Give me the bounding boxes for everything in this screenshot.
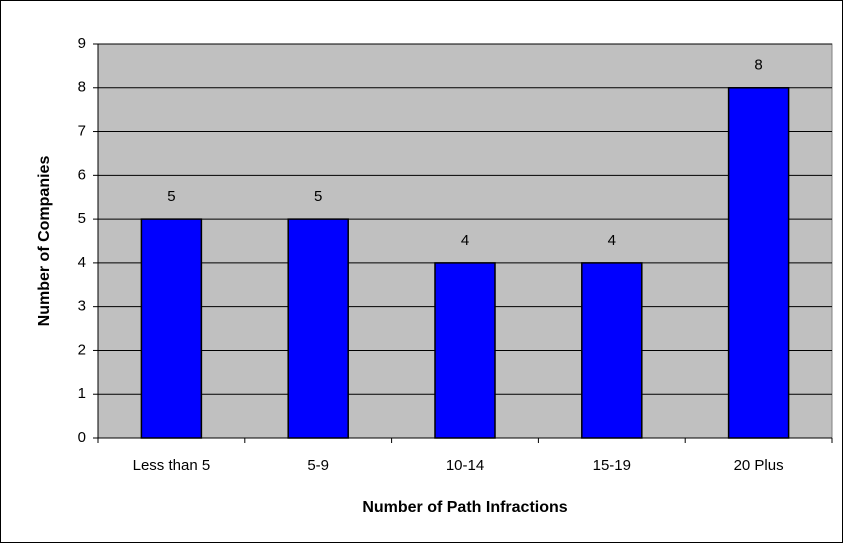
x-tick-label: Less than 5 — [133, 457, 211, 474]
bar — [727, 87, 790, 439]
y-tick-label: 2 — [78, 341, 86, 358]
y-tick-label: 4 — [78, 254, 86, 271]
x-tick-label: 20 Plus — [734, 457, 784, 474]
y-tick-label: 5 — [78, 210, 86, 227]
data-label: 8 — [754, 57, 762, 74]
data-label: 4 — [608, 232, 616, 249]
y-tick-label: 9 — [78, 35, 86, 52]
x-tick-label: 5-9 — [307, 457, 329, 474]
y-tick-label: 3 — [78, 298, 86, 315]
x-tick-label: 15-19 — [593, 457, 631, 474]
y-tick-label: 8 — [78, 79, 86, 96]
x-tick-label: 10-14 — [446, 457, 484, 474]
bar — [434, 262, 496, 439]
data-label: 5 — [314, 188, 322, 205]
bar — [287, 218, 349, 439]
y-tick-label: 1 — [78, 385, 86, 402]
y-tick-label: 7 — [78, 123, 86, 140]
data-label: 4 — [461, 232, 469, 249]
y-axis-title: Number of Companies — [36, 156, 53, 327]
y-tick-label: 0 — [78, 429, 86, 446]
x-axis-title: Number of Path Infractions — [362, 499, 567, 516]
bar — [140, 218, 203, 439]
data-label: 5 — [167, 188, 175, 205]
y-tick-label: 6 — [78, 166, 86, 183]
bar — [581, 262, 643, 439]
